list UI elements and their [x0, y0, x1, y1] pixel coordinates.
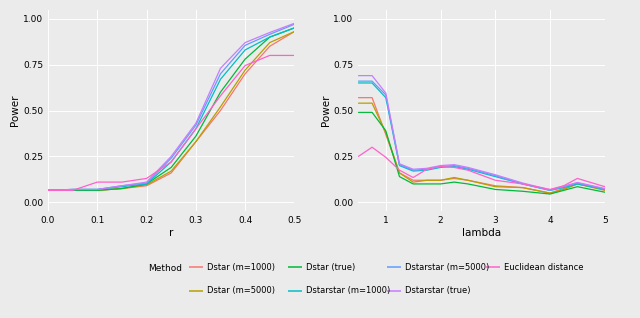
Text: Method: Method — [148, 264, 182, 273]
Y-axis label: Power: Power — [321, 95, 331, 126]
Text: Dstarstar (m=1000): Dstarstar (m=1000) — [306, 287, 390, 295]
Text: Dstarstar (m=5000): Dstarstar (m=5000) — [405, 263, 490, 272]
Text: Euclidean distance: Euclidean distance — [504, 263, 584, 272]
Y-axis label: Power: Power — [10, 95, 20, 126]
Text: Dstar (true): Dstar (true) — [306, 263, 355, 272]
X-axis label: r: r — [169, 228, 173, 238]
X-axis label: lambda: lambda — [462, 228, 501, 238]
Text: Dstar (m=1000): Dstar (m=1000) — [207, 263, 275, 272]
Text: Dstar (m=5000): Dstar (m=5000) — [207, 287, 275, 295]
Text: Dstarstar (true): Dstarstar (true) — [405, 287, 470, 295]
